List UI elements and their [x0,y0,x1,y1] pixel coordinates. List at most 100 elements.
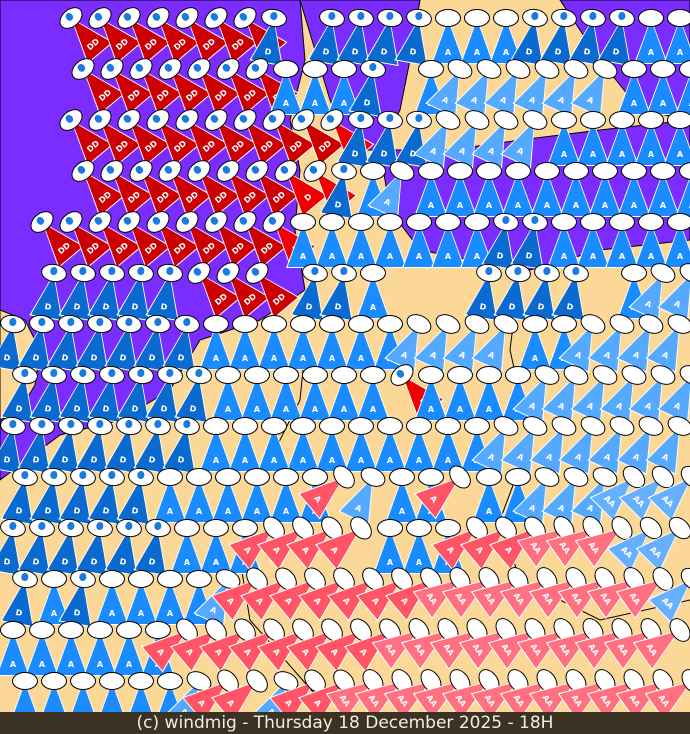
cloud-icon [261,315,287,333]
wind-symbol: A [385,467,419,527]
wind-label: A [8,711,42,712]
wind-symbol: A [588,161,622,221]
wind-label: A [514,201,522,210]
wind-symbol: A [83,620,117,680]
wind-label: A [183,558,191,567]
wind-symbol: A [646,161,680,221]
cloud-icon [609,111,635,129]
wind-label: A [253,507,261,516]
cloud-icon [302,60,328,78]
wind-symbol: A [414,365,448,425]
wind-symbol: A [153,467,187,527]
wind-label: A [676,150,684,159]
wind-label: A [253,405,261,414]
cloud-icon [203,417,229,435]
wind-symbol: A [269,365,303,425]
wind-symbol: A [257,416,291,476]
wind-symbol: A [269,59,303,119]
cloud-icon [99,672,125,690]
cloud-icon [360,162,386,180]
cloud-icon [551,315,577,333]
wind-label: A [357,252,365,261]
wind-symbol: A [344,212,378,272]
wind-symbol: A [675,161,690,221]
wind-symbol: A [576,110,610,170]
wind-symbol: A [530,161,564,221]
cloud-icon [464,9,490,27]
cloud-icon [406,213,432,231]
wind-symbol: A [211,365,245,425]
cloud-icon [464,417,490,435]
wind-symbol: A [472,161,506,221]
wind-label: A [212,354,220,363]
wind-label: A [166,609,174,618]
wind-symbol: A [37,569,71,629]
wind-label: A [357,456,365,465]
wind-label: A [427,405,435,414]
wind-label: A [572,201,580,210]
cloud-icon [534,162,560,180]
cloud-icon [348,213,374,231]
wind-symbol: A [460,8,494,68]
wind-label: A [386,456,394,465]
cloud-icon [389,468,415,486]
wind-label: A [618,252,626,261]
wind-label: A [38,660,46,669]
wind-label: A [195,507,203,516]
wind-symbol: A [617,59,651,119]
wind-label: A [311,405,319,414]
wind-symbol: A [634,110,668,170]
wind-symbol: A [124,671,158,712]
cloud-icon [464,213,490,231]
wind-label: A [282,507,290,516]
wind-label: A [212,558,220,567]
cloud-icon [447,366,473,384]
wind-label: A [282,99,290,108]
wind-symbol: A [182,467,216,527]
wind-symbol: A [315,416,349,476]
wind-label: A [647,150,655,159]
wind-symbol: A [663,212,690,272]
wind-label: A [560,150,568,159]
cloud-icon [638,9,664,27]
cloud-icon [377,417,403,435]
cloud-icon [58,621,84,639]
footer-credit: (c) windmig - Thursday 18 December 2025 … [0,712,690,734]
wind-symbol: A [211,467,245,527]
cloud-icon [348,417,374,435]
wind-label: A [96,660,104,669]
wind-symbol: A [240,467,274,527]
cloud-icon [638,111,664,129]
cloud-icon [273,468,299,486]
wind-symbol: A [0,620,30,680]
cloud-icon [638,213,664,231]
cloud-icon [0,621,26,639]
cloud-icon [476,162,502,180]
cloud-icon [215,366,241,384]
cloud-icon [447,162,473,180]
cloud-icon [476,366,502,384]
wind-label: A [125,660,133,669]
wind-symbol: A [257,314,291,374]
wind-symbol: A [443,161,477,221]
wind-label: A [212,456,220,465]
cloud-icon [551,213,577,231]
wind-label: A [67,660,75,669]
wind-symbol: A [663,110,690,170]
wind-symbol: A [414,161,448,221]
wind-symbol: A [112,620,146,680]
wind-label: A [676,252,684,261]
cloud-icon [157,570,183,588]
wind-label: A [398,507,406,516]
cloud-icon [174,519,200,537]
wind-label: A [282,405,290,414]
wind-label: A [386,558,394,567]
cloud-icon [621,162,647,180]
wind-label: A [369,303,377,312]
wind-label: A [357,354,365,363]
cloud-icon [377,315,403,333]
wind-symbol: A [124,569,158,629]
wind-label: A [137,609,145,618]
wind-label: A [415,456,423,465]
wind-label: A [456,201,464,210]
